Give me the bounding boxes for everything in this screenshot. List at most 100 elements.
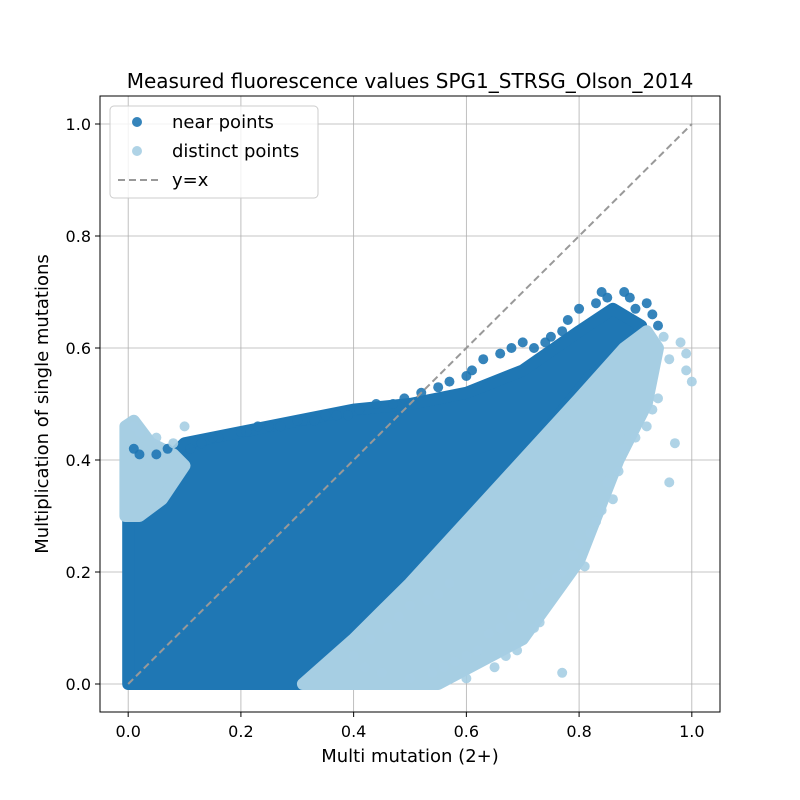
plot-frame [99,95,721,713]
near-points-point [354,404,365,415]
y-tick-label: 0.6 [66,339,91,358]
near-points-point [343,410,353,421]
distinct-points-point [557,667,568,678]
x-tick-label: 1.0 [679,722,704,741]
legend-marker-near-points [132,117,142,127]
near-points-point [624,292,635,303]
near-points-point [641,298,652,309]
distinct-points-point [641,421,652,432]
near-points-point [647,309,658,320]
legend-marker-distinct-points [132,146,142,156]
near-points-point [562,315,573,325]
near-points-point [264,421,275,432]
x-tick-label: 0.0 [115,722,140,741]
near-points-point [478,354,489,365]
distinct-points-point [585,527,596,538]
distinct-points-point [500,651,511,661]
distinct-points-dense-region [119,414,191,522]
axis-ticks: 0.0 0.2 0.4 0.6 0.8 1.0 0.0 0.2 0.4 0.6 0.8 1.0 [66,115,705,741]
distinct-points-point [675,337,686,348]
near-points-point [185,443,196,454]
near-points-point [506,343,517,353]
near-points-point [196,438,207,449]
chart-title: Measured fluorescence values SPG1_STRSG_… [127,69,694,93]
distinct-points-point [664,477,675,488]
near-points-point [151,449,162,460]
reference-line [127,123,693,685]
x-tick-label: 0.4 [341,722,366,741]
distinct-points-point [607,494,618,505]
near-points-point [495,348,506,359]
distinct-points-point [591,516,601,527]
near-points-point [517,337,528,348]
near-points-point [399,393,410,404]
distinct-points-point [461,651,472,661]
distinct-points-point [151,432,162,443]
distinct-points-point [647,404,658,415]
distinct-points-point [405,600,415,611]
distinct-points-point [602,477,613,488]
near-points-point [574,303,585,314]
distinct-points-point [489,662,500,673]
distinct-points-point [512,645,523,656]
distinct-points-point [359,662,370,673]
distinct-points-point [382,623,393,633]
near-points-point [309,415,320,426]
x-tick-label: 0.2 [228,722,253,741]
y-tick-label: 0.4 [66,451,91,470]
distinct-points-point [168,438,179,449]
dense-point-regions [119,302,664,690]
distinct-points-point [681,348,692,359]
distinct-points-point [523,589,534,600]
near-points-point [371,399,382,409]
near-points-point [320,410,331,421]
x-tick-label: 0.6 [454,722,479,741]
distinct-points-point [405,673,415,684]
near-points-point [292,415,303,426]
distinct-points-point [534,583,545,594]
near-points-point [630,303,641,314]
distinct-points-point [421,595,432,605]
distinct-points-point [495,623,506,633]
distinct-points-point [348,651,359,661]
distinct-points-point [534,617,545,628]
distinct-points-point [128,421,139,432]
y-tick-label: 0.8 [66,227,91,246]
legend-label-y-x: y=x [172,170,209,191]
near-points-point [275,421,286,432]
y-tick-label: 1.0 [66,115,91,134]
distinct-points-point [506,611,517,622]
distinct-points-point [579,561,590,572]
near-points-point [252,421,263,432]
y-equals-x-line [127,123,693,685]
near-points-point [529,343,539,353]
legend-label-near-points: near points [172,112,274,133]
legend-box [109,105,319,199]
near-points-point [602,292,613,303]
near-points-point [557,326,568,337]
distinct-points-dense-region [296,325,664,690]
distinct-points-point [472,645,483,656]
distinct-points-point [681,365,692,376]
distinct-points-point [613,466,624,477]
distinct-points-point [568,550,579,561]
near-points-point [591,298,601,309]
near-points-point [540,337,551,348]
near-points-point [128,443,139,454]
y-axis-label: Multiplication of single mutations [32,254,53,554]
near-points-point [388,399,399,409]
distinct-points-point [483,628,494,639]
near-points-point [653,320,663,331]
distinct-points-point [444,578,455,589]
distinct-points-point [438,662,449,673]
distinct-points-point [551,572,562,583]
distinct-points-point [365,634,376,645]
near-points-point [444,376,455,387]
distinct-points-point [179,421,190,432]
distinct-points-point [669,438,680,449]
near-points-point [331,410,342,421]
x-axis-label: Multi mutation (2+) [321,746,499,767]
legend-label-distinct-points: distinct points [172,141,299,162]
y-tick-label: 0.2 [66,563,91,582]
